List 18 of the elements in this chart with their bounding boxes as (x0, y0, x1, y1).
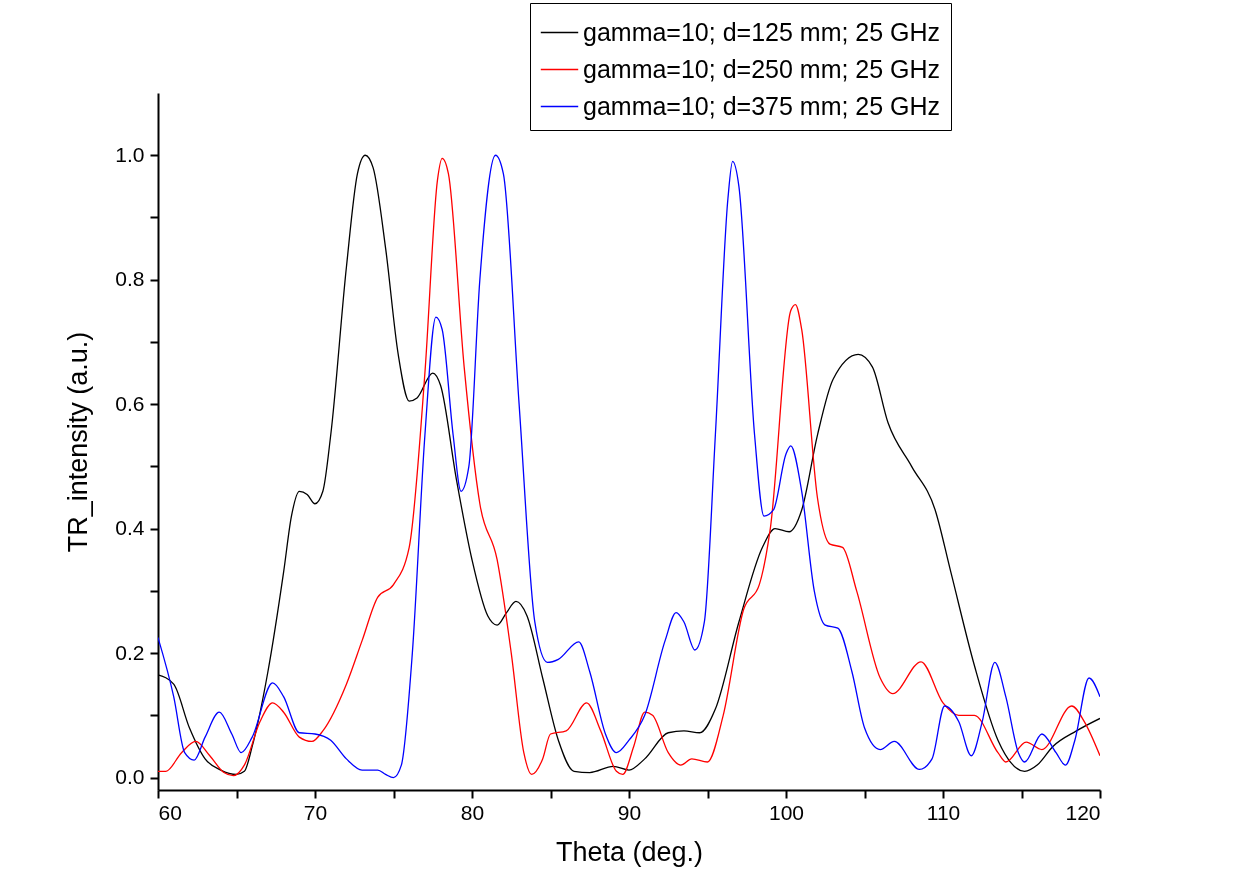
legend-label: gamma=10; d=250 mm; 25 GHz (583, 54, 941, 83)
x-tick-label: 120 (1065, 800, 1101, 824)
legend-label: gamma=10; d=375 mm; 25 GHz (583, 91, 941, 120)
x-tick-label: 110 (926, 800, 961, 824)
y-tick-label: 0.4 (115, 516, 145, 540)
y-tick-label: 1.0 (115, 142, 145, 166)
y-axis-title: TR_intensity (a.u.) (63, 331, 94, 553)
x-axis-title: Theta (deg.) (555, 836, 704, 867)
y-tick-label: 0.0 (115, 765, 145, 789)
x-tick-label: 60 (158, 800, 182, 824)
y-tick-label: 0.2 (115, 640, 145, 664)
x-tick-label: 90 (617, 800, 642, 824)
x-tick-label: 80 (460, 800, 485, 824)
legend-label: gamma=10; d=125 mm; 25 GHz (583, 17, 941, 46)
x-tick-label: 70 (303, 800, 328, 824)
y-tick-label: 0.6 (115, 391, 145, 415)
x-tick-label: 100 (768, 800, 805, 824)
y-tick-label: 0.8 (115, 267, 145, 291)
